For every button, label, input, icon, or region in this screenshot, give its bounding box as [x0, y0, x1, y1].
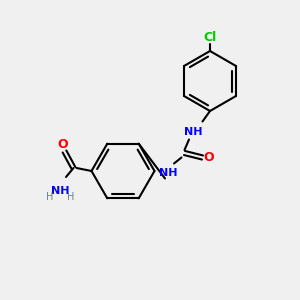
- Text: H: H: [46, 192, 53, 202]
- Text: H: H: [67, 192, 74, 202]
- Text: Cl: Cl: [203, 31, 217, 44]
- Text: NH: NH: [184, 127, 203, 137]
- Text: O: O: [204, 151, 214, 164]
- Text: NH: NH: [51, 185, 69, 196]
- Text: NH: NH: [159, 167, 177, 178]
- Text: O: O: [58, 137, 68, 151]
